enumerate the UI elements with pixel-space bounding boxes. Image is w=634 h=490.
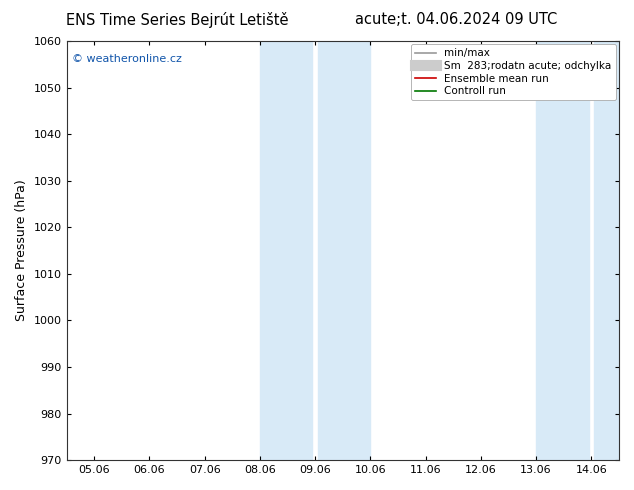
Text: acute;t. 04.06.2024 09 UTC: acute;t. 04.06.2024 09 UTC <box>355 12 558 27</box>
Text: © weatheronline.cz: © weatheronline.cz <box>72 53 182 64</box>
Bar <box>318 41 370 460</box>
Bar <box>594 41 619 460</box>
Y-axis label: Surface Pressure (hPa): Surface Pressure (hPa) <box>15 180 28 321</box>
Legend: min/max, Sm  283;rodatn acute; odchylka, Ensemble mean run, Controll run: min/max, Sm 283;rodatn acute; odchylka, … <box>411 44 616 100</box>
Text: ENS Time Series Bejrút Letiště: ENS Time Series Bejrút Letiště <box>67 12 288 28</box>
Bar <box>260 41 313 460</box>
Bar <box>536 41 588 460</box>
